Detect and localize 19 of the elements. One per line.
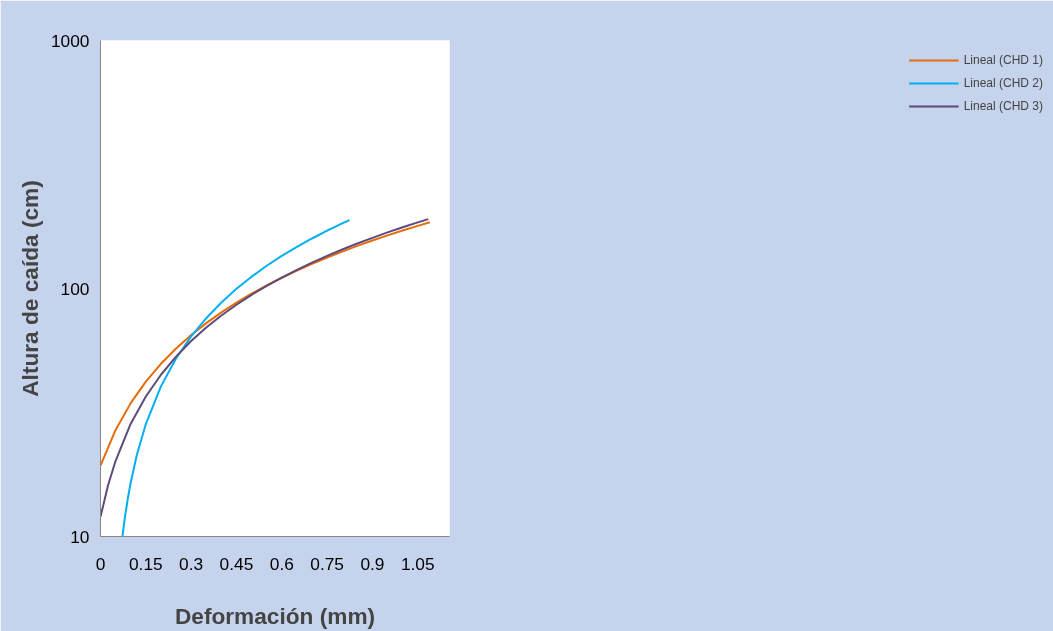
line-series — [121, 219, 351, 537]
y-tick-label: 100 — [60, 278, 90, 299]
legend-label: Lineal (CHD 1) — [963, 53, 1043, 67]
x-tick-label: 0.9 — [360, 553, 385, 574]
y-axis-title: Altura de caída (cm) — [16, 180, 43, 397]
x-axis-title: Deformación (mm) — [174, 602, 376, 629]
x-tick-label: 0.75 — [310, 553, 344, 574]
y-tick-label: 1000 — [50, 30, 90, 51]
line-series — [100, 221, 431, 467]
x-tick-label: 0.6 — [269, 553, 294, 574]
x-tick-label: 0.3 — [179, 553, 204, 574]
x-tick-label: 0.45 — [219, 553, 254, 574]
x-tick-label: 1.05 — [400, 553, 435, 574]
x-tick-label: 0.15 — [128, 553, 163, 574]
legend-label: Lineal (CHD 2) — [963, 76, 1043, 90]
line-series — [100, 218, 430, 518]
y-tick-label: 10 — [70, 526, 90, 547]
legend-label: Lineal (CHD 3) — [963, 99, 1043, 113]
x-tick-label: 0 — [95, 553, 106, 574]
